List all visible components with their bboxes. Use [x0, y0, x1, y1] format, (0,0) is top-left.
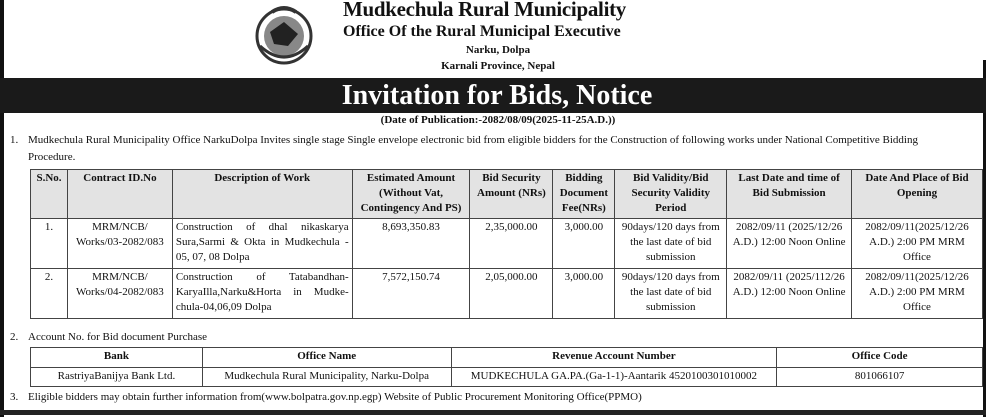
paragraph-number: 2.: [10, 331, 19, 343]
publication-date: (Date of Publication:-2082/08/09(2025-11…: [380, 114, 616, 126]
cell-security: 2,05,000.00: [469, 268, 554, 319]
header-validity: Bid Validity/Bid Security Validity Perio…: [614, 169, 728, 219]
table-row: 1. MRM/NCB/ Works/03-2082/083 Constructi…: [30, 218, 983, 269]
cell-last-date: 2082/09/11 (2025/112/26 A.D.) 12:00 Noon…: [726, 268, 852, 319]
paragraph-number: 3.: [10, 391, 19, 403]
header-fee: Bidding Document Fee(NRs): [552, 169, 616, 219]
table-header-row: S.No. Contract ID.No Description of Work…: [30, 169, 983, 219]
right-border: [983, 60, 986, 417]
header-description: Description of Work: [171, 169, 353, 219]
emblem-logo: [255, 6, 313, 65]
table-header-row: Bank Office Name Revenue Account Number …: [30, 347, 983, 368]
paragraph-text: Eligible bidders may obtain further info…: [28, 391, 642, 403]
cell-contract-id: MRM/NCB/ Works/04-2082/083: [66, 268, 173, 319]
header-last-date: Last Date and time of Bid Submission: [726, 169, 852, 219]
paragraph-text: Account No. for Bid document Purchase: [28, 331, 208, 343]
address-line1: Narku, Dolpa: [465, 44, 531, 56]
cell-office-name: Mudkechula Rural Municipality, Narku-Dol…: [201, 367, 452, 387]
paragraph-number: 1.: [10, 134, 19, 146]
cell-description: Construction of dhal nikaskarya Sura,Sar…: [171, 218, 353, 269]
cell-validity: 90days/120 days from the last date of bi…: [614, 268, 728, 319]
cell-opening: 2082/09/11(2025/12/26 A.D.) 2:00 PM MRM …: [851, 218, 983, 269]
header-sno: S.No.: [30, 169, 68, 219]
cell-estimated: 8,693,350.83: [351, 218, 471, 269]
header-office-name: Office Name: [201, 347, 452, 368]
header-estimated: Estimated Amount (Without Vat, Contingen…: [351, 169, 471, 219]
cell-sno: 1.: [30, 218, 68, 269]
paragraph-3: 3. Eligible bidders may obtain further in…: [10, 389, 642, 406]
title-bar: [0, 78, 986, 113]
cell-estimated: 7,572,150.74: [351, 268, 471, 319]
cell-account-number: MUDKECHULA GA.PA.(Ga-1-1)-Aantarik 45201…: [450, 367, 778, 387]
paragraph-2: 2. Account No. for Bid document Purchase: [10, 329, 207, 346]
header-security: Bid Security Amount (NRs): [469, 169, 554, 219]
table-row: 2. MRM/NCB/ Works/04-2082/083 Constructi…: [30, 268, 983, 319]
header-account-number: Revenue Account Number: [450, 347, 778, 368]
cell-last-date: 2082/09/11 (2025/12/26 A.D.) 12:00 Noon …: [726, 218, 852, 269]
cell-office-code: 801066107: [776, 367, 983, 387]
table-row: RastriyaBanijya Bank Ltd. Mudkechula Rur…: [30, 367, 983, 387]
bottom-border: [0, 410, 986, 415]
works-table: S.No. Contract ID.No Description of Work…: [30, 169, 983, 319]
cell-sno: 2.: [30, 268, 68, 319]
office-name: Office Of the Rural Municipal Executive: [343, 23, 621, 40]
municipality-name: Mudkechula Rural Municipality: [343, 0, 627, 21]
cell-contract-id: MRM/NCB/ Works/03-2082/083: [66, 218, 173, 269]
left-border: [0, 0, 4, 417]
header-contract-id: Contract ID.No: [66, 169, 173, 219]
header-office-code: Office Code: [776, 347, 983, 368]
header-opening: Date And Place of Bid Opening: [851, 169, 983, 219]
cell-fee: 3,000.00: [552, 218, 616, 269]
paragraph-text: Mudkechula Rural Municipality Office Nar…: [28, 134, 918, 146]
paragraph-text-cont: Procedure.: [28, 151, 76, 163]
cell-bank: RastriyaBanijya Bank Ltd.: [30, 367, 203, 387]
account-table: Bank Office Name Revenue Account Number …: [30, 347, 983, 387]
cell-fee: 3,000.00: [552, 268, 616, 319]
address-line2: Karnali Province, Nepal: [441, 60, 555, 72]
cell-opening: 2082/09/11(2025/12/26 A.D.) 2:00 PM MRM …: [851, 268, 983, 319]
cell-validity: 90days/120 days from the last date of bi…: [614, 218, 728, 269]
notice-title: Invitation for Bids, Notice: [341, 80, 653, 111]
cell-description: Construction of Tatabandhan-KaryaIlla,Na…: [171, 268, 353, 319]
header-bank: Bank: [30, 347, 203, 368]
cell-security: 2,35,000.00: [469, 218, 554, 269]
paragraph-1: 1. Mudkechula Rural Municipality Office N…: [10, 132, 918, 166]
